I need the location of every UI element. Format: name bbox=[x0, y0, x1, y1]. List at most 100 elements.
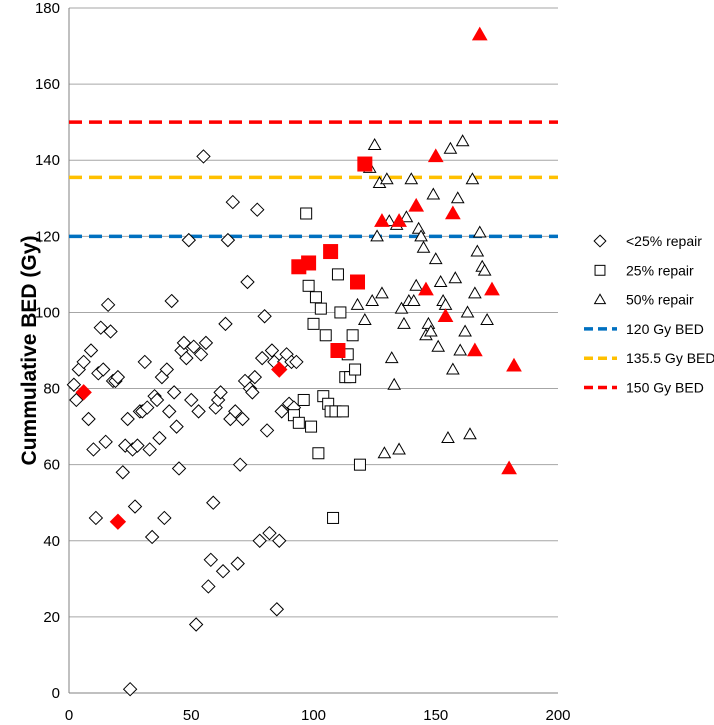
diamond-marker bbox=[127, 499, 143, 514]
square-marker bbox=[309, 291, 322, 304]
diamond-marker bbox=[225, 194, 241, 210]
triangle-marker bbox=[408, 197, 425, 212]
diamond-marker bbox=[274, 404, 289, 419]
y-tick-label: 120 bbox=[35, 228, 60, 245]
diamond-marker bbox=[193, 347, 209, 362]
diamond-marker bbox=[109, 513, 127, 530]
diamond-marker bbox=[166, 385, 182, 400]
triangle-marker bbox=[423, 324, 438, 337]
diamond-marker bbox=[218, 316, 233, 332]
diamond-marker bbox=[96, 362, 111, 377]
triangle-marker bbox=[379, 172, 394, 185]
diamond-marker bbox=[110, 369, 126, 385]
diamond-marker bbox=[120, 411, 135, 427]
diamond-marker bbox=[181, 232, 197, 248]
triangle-marker bbox=[467, 342, 483, 357]
diamond-marker bbox=[235, 411, 250, 427]
diamond-marker bbox=[122, 681, 138, 697]
triangle-marker bbox=[370, 229, 384, 242]
diamond-marker bbox=[272, 533, 287, 548]
diamond-marker bbox=[186, 339, 201, 354]
triangle-marker bbox=[426, 187, 441, 200]
diamond-marker bbox=[240, 274, 255, 290]
diamond-marker bbox=[103, 324, 118, 339]
legend-label: 25% repair bbox=[626, 262, 694, 278]
triangle-marker bbox=[448, 271, 463, 284]
triangle-marker bbox=[468, 286, 482, 299]
diamond-marker bbox=[98, 434, 113, 450]
triangle-marker bbox=[458, 324, 472, 337]
diamond-marker bbox=[271, 361, 288, 378]
diamond-marker bbox=[593, 234, 607, 248]
y-tick-label: 140 bbox=[35, 152, 60, 169]
triangle-marker bbox=[463, 427, 477, 440]
square-marker bbox=[353, 458, 366, 471]
triangle-marker bbox=[421, 316, 436, 329]
triangle-marker bbox=[433, 274, 448, 287]
square-marker bbox=[334, 306, 347, 319]
square-marker bbox=[346, 329, 359, 342]
triangle-marker bbox=[472, 225, 487, 238]
diamond-marker bbox=[169, 419, 184, 434]
triangle-marker bbox=[450, 191, 465, 204]
square-marker bbox=[302, 279, 315, 292]
diamond-marker bbox=[157, 510, 172, 526]
square-marker bbox=[327, 511, 340, 524]
triangle-marker bbox=[441, 431, 455, 444]
triangle-marker bbox=[593, 293, 607, 305]
diamond-marker bbox=[88, 510, 104, 526]
y-tick-label: 40 bbox=[43, 533, 60, 550]
diamond-marker bbox=[196, 149, 211, 164]
triangle-marker bbox=[446, 362, 460, 375]
diamond-marker bbox=[289, 354, 304, 370]
triangle-marker bbox=[397, 316, 411, 329]
square-marker bbox=[314, 302, 327, 315]
triangle-marker bbox=[465, 172, 480, 185]
triangle-marker bbox=[374, 213, 390, 227]
legend-label: 135.5 Gy BED bbox=[626, 350, 714, 366]
triangle-marker bbox=[367, 137, 382, 150]
legend-label: 120 Gy BED bbox=[626, 321, 704, 337]
triangle-marker bbox=[406, 294, 421, 307]
square-marker bbox=[301, 255, 317, 271]
square-marker bbox=[350, 274, 366, 290]
diamond-marker bbox=[152, 430, 167, 446]
diamond-marker bbox=[162, 404, 177, 419]
diamond-marker bbox=[164, 293, 179, 309]
diamond-marker bbox=[206, 495, 221, 510]
data-markers bbox=[66, 26, 522, 697]
reference-lines bbox=[69, 120, 558, 239]
diamond-marker bbox=[140, 400, 155, 415]
diamond-marker bbox=[81, 411, 96, 427]
triangle-marker bbox=[350, 297, 365, 310]
diamond-marker bbox=[130, 438, 145, 453]
diamond-marker bbox=[201, 579, 216, 594]
triangle-marker bbox=[437, 308, 454, 322]
square-marker bbox=[305, 420, 318, 433]
triangle-marker bbox=[384, 351, 399, 364]
triangle-marker bbox=[477, 263, 492, 276]
y-tick-label: 180 bbox=[35, 0, 60, 17]
diamond-marker bbox=[184, 392, 199, 408]
triangle-marker bbox=[506, 357, 522, 372]
triangle-marker bbox=[414, 229, 428, 242]
diamond-marker bbox=[257, 309, 272, 324]
diamond-marker bbox=[250, 202, 265, 217]
diamond-marker bbox=[213, 385, 228, 400]
diamond-marker bbox=[245, 385, 260, 400]
triangle-marker bbox=[453, 343, 468, 356]
triangle-marker bbox=[411, 221, 426, 234]
diamond-marker bbox=[264, 343, 280, 358]
triangle-marker bbox=[404, 172, 419, 185]
triangle-marker bbox=[443, 141, 458, 154]
legend-label: 50% repair bbox=[626, 292, 694, 308]
square-marker bbox=[349, 363, 362, 376]
diamond-marker bbox=[75, 384, 92, 401]
triangle-marker bbox=[480, 313, 494, 326]
diamond-marker bbox=[262, 525, 277, 541]
square-marker bbox=[292, 416, 305, 429]
square-marker bbox=[312, 447, 325, 460]
diamond-marker bbox=[149, 392, 165, 408]
diamond-marker bbox=[198, 335, 214, 351]
x-tick-label: 50 bbox=[183, 707, 200, 724]
